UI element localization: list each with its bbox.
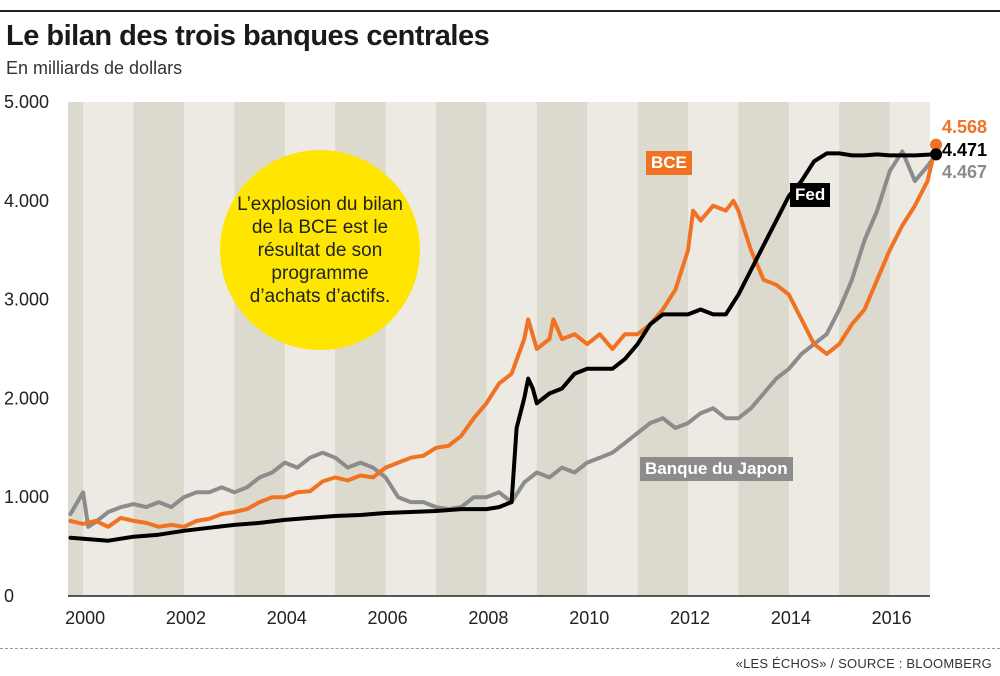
end-value-fed: 4.471 bbox=[942, 140, 988, 160]
series-label-bdj: Banque du Japon bbox=[640, 457, 793, 481]
end-marker-fed bbox=[930, 148, 943, 161]
series-lines bbox=[68, 142, 938, 543]
series-line-fed bbox=[68, 151, 938, 543]
series-label-fed: Fed bbox=[790, 183, 831, 207]
end-value-bce: 4.568 bbox=[942, 117, 988, 137]
end-markers bbox=[930, 138, 943, 161]
page-subtitle: En milliards de dollars bbox=[6, 58, 183, 78]
year-band bbox=[738, 102, 789, 596]
callout-text: L’explosion du bilan de la BCE est le ré… bbox=[237, 193, 403, 307]
y-tick-label: 0 bbox=[4, 586, 14, 606]
x-tick-label: 2006 bbox=[368, 608, 408, 628]
footer-rule bbox=[0, 648, 1000, 649]
x-tick-label: 2012 bbox=[670, 608, 710, 628]
end-marker-bce bbox=[930, 138, 943, 151]
y-tick-label: 4.000 bbox=[4, 191, 49, 211]
end-value-bdj: 4.467 bbox=[942, 162, 988, 182]
series-label-bce: BCE bbox=[646, 151, 692, 175]
x-tick-label: 2004 bbox=[267, 608, 307, 628]
series-line-bce bbox=[68, 142, 938, 529]
year-band bbox=[435, 102, 487, 596]
year-band bbox=[133, 102, 184, 596]
year-band bbox=[536, 102, 588, 596]
series-line-bdj bbox=[68, 149, 938, 529]
source-credit: «LES ÉCHOS» / SOURCE : BLOOMBERG bbox=[735, 656, 992, 671]
x-tick-label: 2002 bbox=[166, 608, 206, 628]
year-band bbox=[637, 102, 689, 596]
top-rule bbox=[0, 10, 1000, 12]
x-tick-label: 2008 bbox=[468, 608, 508, 628]
y-tick-label: 1.000 bbox=[4, 487, 49, 507]
x-tick-label: 2000 bbox=[65, 608, 105, 628]
y-tick-label: 2.000 bbox=[4, 388, 49, 408]
y-tick-label: 5.000 bbox=[4, 92, 49, 112]
page-title: Le bilan des trois banques centrales bbox=[6, 20, 490, 52]
x-tick-label: 2010 bbox=[569, 608, 609, 628]
y-tick-label: 3.000 bbox=[4, 290, 49, 310]
yellow-callout: L’explosion du bilan de la BCE est le ré… bbox=[220, 150, 420, 350]
axes: 0 1.000 2.000 3.000 4.000 5.000 2000 2002 2004 20… bbox=[4, 92, 930, 628]
x-tick-label: 2016 bbox=[872, 608, 912, 628]
year-band bbox=[68, 102, 84, 596]
year-band bbox=[839, 102, 890, 596]
x-tick-label: 2014 bbox=[771, 608, 811, 628]
